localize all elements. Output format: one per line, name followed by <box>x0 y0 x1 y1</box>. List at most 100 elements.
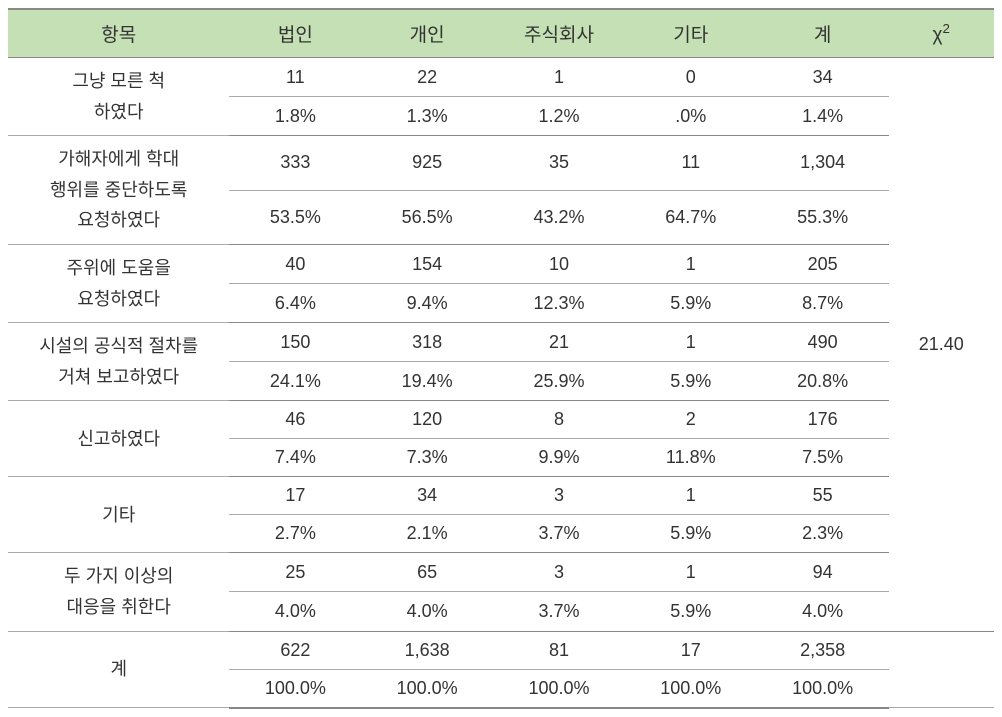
count-cell: 2,358 <box>757 631 889 669</box>
header-item: 항목 <box>8 9 229 58</box>
count-cell: 94 <box>757 553 889 592</box>
pct-cell: 12.3% <box>493 284 625 323</box>
count-cell: 154 <box>361 244 493 283</box>
pct-cell: 100.0% <box>493 669 625 708</box>
count-cell: 35 <box>493 136 625 190</box>
pct-cell: 19.4% <box>361 362 493 401</box>
count-cell: 21 <box>493 323 625 362</box>
count-cell: 10 <box>493 244 625 283</box>
pct-cell: 20.8% <box>757 362 889 401</box>
count-cell: 65 <box>361 553 493 592</box>
table-row: 그냥 모른 척하였다1122103421.40 <box>8 58 994 97</box>
table-row: 신고하였다4612082176 <box>8 401 994 439</box>
pct-cell: 55.3% <box>757 190 889 244</box>
pct-cell: 5.9% <box>625 362 757 401</box>
chi-value-cell: 21.40 <box>889 58 995 632</box>
pct-cell: 4.0% <box>361 592 493 631</box>
count-cell: 81 <box>493 631 625 669</box>
count-cell: 34 <box>361 477 493 515</box>
count-cell: 333 <box>229 136 361 190</box>
pct-cell: 5.9% <box>625 592 757 631</box>
count-cell: 34 <box>757 58 889 97</box>
count-cell: 176 <box>757 401 889 439</box>
count-cell: 1 <box>625 323 757 362</box>
header-individual: 개인 <box>361 9 493 58</box>
pct-cell: 2.1% <box>361 515 493 553</box>
count-cell: 1 <box>625 553 757 592</box>
row-label: 계 <box>8 631 229 708</box>
pct-cell: 56.5% <box>361 190 493 244</box>
count-cell: 1 <box>625 244 757 283</box>
header-corp: 법인 <box>229 9 361 58</box>
pct-cell: 1.3% <box>361 97 493 136</box>
pct-cell: 11.8% <box>625 439 757 477</box>
count-cell: 205 <box>757 244 889 283</box>
count-cell: 17 <box>625 631 757 669</box>
pct-cell: 7.4% <box>229 439 361 477</box>
pct-cell: 3.7% <box>493 592 625 631</box>
pct-cell: 7.3% <box>361 439 493 477</box>
pct-cell: 24.1% <box>229 362 361 401</box>
header-stock: 주식회사 <box>493 9 625 58</box>
count-cell: 490 <box>757 323 889 362</box>
pct-cell: 1.2% <box>493 97 625 136</box>
count-cell: 150 <box>229 323 361 362</box>
data-table: 항목 법인 개인 주식회사 기타 계 χ2 그냥 모른 척하였다11221034… <box>8 8 994 709</box>
chi-symbol: χ <box>933 24 943 45</box>
header-total: 계 <box>757 9 889 58</box>
count-cell: 925 <box>361 136 493 190</box>
count-cell: 622 <box>229 631 361 669</box>
pct-cell: 9.4% <box>361 284 493 323</box>
header-row: 항목 법인 개인 주식회사 기타 계 χ2 <box>8 9 994 58</box>
row-label: 주위에 도움을요청하였다 <box>8 244 229 322</box>
count-cell: 25 <box>229 553 361 592</box>
pct-cell: 2.3% <box>757 515 889 553</box>
pct-cell: 5.9% <box>625 284 757 323</box>
pct-cell: 1.4% <box>757 97 889 136</box>
count-cell: 0 <box>625 58 757 97</box>
pct-cell: 53.5% <box>229 190 361 244</box>
pct-cell: 3.7% <box>493 515 625 553</box>
count-cell: 2 <box>625 401 757 439</box>
pct-cell: 1.8% <box>229 97 361 136</box>
pct-cell: 64.7% <box>625 190 757 244</box>
row-label: 기타 <box>8 477 229 553</box>
pct-cell: 100.0% <box>625 669 757 708</box>
row-label: 신고하였다 <box>8 401 229 477</box>
count-cell: 40 <box>229 244 361 283</box>
count-cell: 8 <box>493 401 625 439</box>
pct-cell: 100.0% <box>229 669 361 708</box>
pct-cell: 5.9% <box>625 515 757 553</box>
count-cell: 1 <box>625 477 757 515</box>
table-row: 기타17343155 <box>8 477 994 515</box>
count-cell: 11 <box>229 58 361 97</box>
pct-cell: .0% <box>625 97 757 136</box>
pct-cell: 2.7% <box>229 515 361 553</box>
count-cell: 1,304 <box>757 136 889 190</box>
count-cell: 17 <box>229 477 361 515</box>
table-row: 시설의 공식적 절차를거쳐 보고하였다150318211490 <box>8 323 994 362</box>
table-row: 두 가지 이상의대응을 취한다25653194 <box>8 553 994 592</box>
pct-cell: 7.5% <box>757 439 889 477</box>
pct-cell: 4.0% <box>757 592 889 631</box>
row-label: 시설의 공식적 절차를거쳐 보고하였다 <box>8 323 229 401</box>
count-cell: 318 <box>361 323 493 362</box>
chi-super: 2 <box>943 21 950 36</box>
table-row: 계6221,63881172,358 <box>8 631 994 669</box>
table-row: 주위에 도움을요청하였다40154101205 <box>8 244 994 283</box>
count-cell: 3 <box>493 553 625 592</box>
pct-cell: 43.2% <box>493 190 625 244</box>
count-cell: 120 <box>361 401 493 439</box>
count-cell: 55 <box>757 477 889 515</box>
header-chi: χ2 <box>889 9 995 58</box>
row-label: 가해자에게 학대행위를 중단하도록요청하였다 <box>8 136 229 245</box>
row-label: 그냥 모른 척하였다 <box>8 58 229 136</box>
table-body: 그냥 모른 척하였다1122103421.401.8%1.3%1.2%.0%1.… <box>8 58 994 708</box>
chi-empty-cell <box>889 631 995 708</box>
count-cell: 3 <box>493 477 625 515</box>
count-cell: 46 <box>229 401 361 439</box>
pct-cell: 8.7% <box>757 284 889 323</box>
table-row: 가해자에게 학대행위를 중단하도록요청하였다33392535111,304 <box>8 136 994 190</box>
pct-cell: 100.0% <box>361 669 493 708</box>
row-label: 두 가지 이상의대응을 취한다 <box>8 553 229 631</box>
